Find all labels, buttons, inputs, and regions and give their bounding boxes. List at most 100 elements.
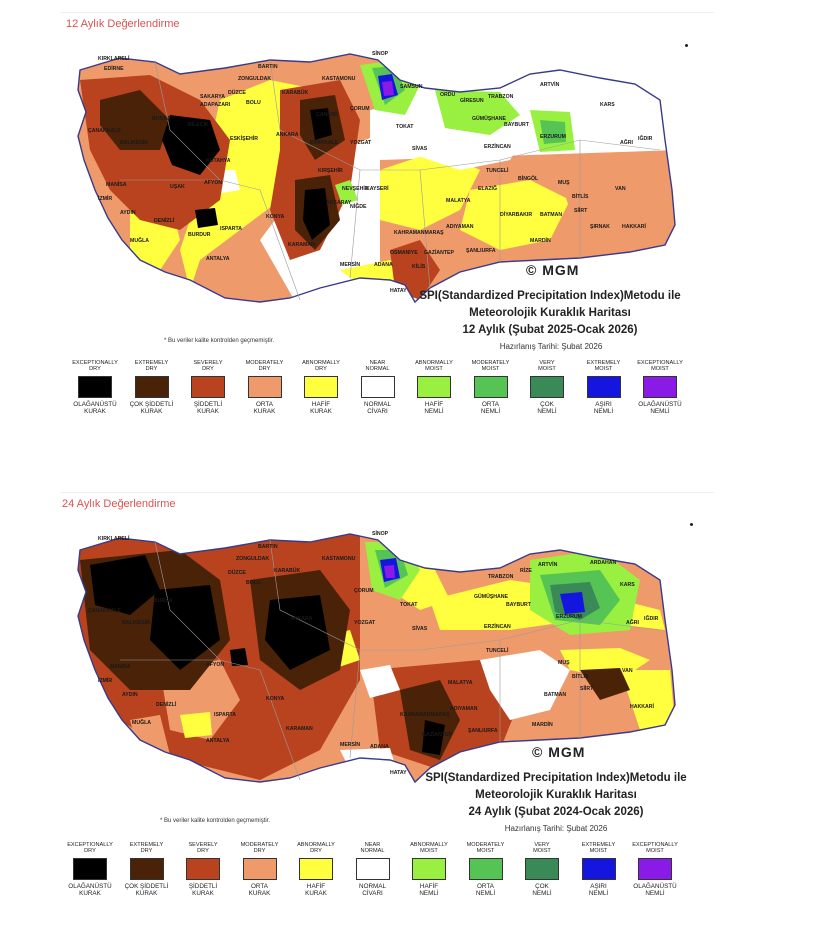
legend-item: ABNORMALLY DRY HAFİF KURAK — [284, 842, 348, 897]
legend-color-swatch — [355, 858, 390, 880]
city-label: KARAMAN — [288, 242, 315, 248]
legend-item: NEAR NORMAL NORMAL CİVARI — [341, 842, 405, 897]
legend-color-swatch — [530, 376, 564, 398]
panel-title-12-month: 12 Aylık Değerlendirme — [66, 18, 180, 30]
city-label: ADIYAMAN — [450, 706, 478, 712]
legend-class-turkish: ÇOK ŞİDDETLİ KURAK — [124, 883, 169, 897]
city-label: KİLİS — [412, 263, 426, 270]
legend-item: EXTREMELY DRY ÇOK ŞİDDETLİ KURAK — [120, 360, 184, 415]
panel-separator — [60, 492, 714, 493]
city-label: VAN — [622, 668, 633, 674]
city-label: NİĞDE — [350, 202, 367, 210]
city-label: KONYA — [266, 214, 285, 220]
city-label: BİNGÖL — [518, 175, 539, 182]
city-label: ŞANLIURFA — [468, 728, 498, 734]
city-label: MARDİN — [532, 721, 553, 728]
city-label: GAZİANTEP — [422, 731, 453, 738]
legend-item: EXCEPTIONALLY DRY OLAĞANÜSTÜ KURAK — [63, 360, 127, 415]
city-label: SİNOP — [372, 530, 389, 537]
city-label: YOZGAT — [350, 140, 372, 146]
legend-color-swatch — [129, 858, 164, 880]
legend-24-month: EXCEPTIONALLY DRY OLAĞANÜSTÜ KURAK EXTREMELY… — [60, 842, 720, 902]
legend-color-swatch — [299, 858, 333, 880]
legend-class-english: NEAR NORMAL — [365, 360, 390, 373]
legend-class-turkish: HAFİF KURAK — [305, 883, 327, 897]
panel-separator — [60, 12, 714, 13]
city-label: OSMANİYE — [390, 249, 418, 256]
city-label: KAHRAMANMARAŞ — [400, 712, 450, 718]
map-caption-line3: 24 Aylık (Şubat 2024-Ocak 2026) — [468, 806, 644, 818]
corner-dot — [685, 44, 688, 47]
city-label: AFYON — [206, 662, 224, 668]
mgm-logo: © MGM — [532, 744, 586, 760]
city-label: KAYSERİ — [366, 185, 389, 192]
prepared-date: Hazırlanış Tarihi: Şubat 2026 — [504, 824, 608, 833]
legend-color-swatch — [360, 376, 395, 398]
city-label: BURSA — [154, 598, 173, 604]
legend-class-turkish: ORTA KURAK — [253, 401, 276, 415]
city-label: KIRIKKALE — [310, 140, 339, 146]
city-label: BARTIN — [258, 544, 278, 550]
city-label: ISPARTA — [214, 712, 236, 718]
corner-dot — [690, 523, 693, 526]
legend-color-swatch — [417, 376, 451, 398]
city-label: SİVAS — [412, 145, 428, 152]
city-label: BOLU — [246, 580, 261, 586]
city-label: SİİRT — [580, 685, 594, 692]
city-label: MUŞ — [558, 180, 570, 186]
city-label: BOLU — [246, 100, 261, 106]
city-label: TUNCELİ — [486, 167, 509, 174]
legend-class-turkish: OLAĞANÜSTÜ KURAK — [73, 401, 117, 415]
legend-class-turkish: ÇOK NEMLİ — [537, 401, 557, 415]
city-label: ARTVİN — [540, 81, 560, 88]
city-label: BURSA — [152, 116, 171, 122]
legend-item: VERY MOIST ÇOK NEMLİ — [515, 360, 579, 415]
city-label: MERSİN — [340, 261, 360, 268]
legend-color-swatch — [412, 858, 446, 880]
quality-note: * Bu veriler kalite kontrolden geçmemişt… — [160, 818, 271, 824]
city-label: MARDİN — [530, 237, 551, 244]
legend-item: EXTREMELY MOIST AŞIRI NEMLİ — [572, 360, 636, 415]
legend-item: NEAR NORMAL NORMAL CİVARI — [346, 360, 410, 415]
legend-item: MODERATELY MOIST ORTA NEMLİ — [459, 360, 523, 415]
city-label: ARDAHAN — [590, 560, 616, 566]
legend-item: EXCEPTIONALLY DRY OLAĞANÜSTÜ KURAK — [58, 842, 122, 897]
city-label: ERZURUM — [556, 614, 582, 620]
city-label: ŞANLIURFA — [466, 248, 496, 254]
city-label: ZONGULDAK — [238, 76, 271, 82]
city-label: GAZİANTEP — [424, 249, 455, 256]
legend-class-english: EXTREMELY MOIST — [586, 360, 621, 373]
city-label: MALATYA — [448, 680, 473, 686]
city-label: AYDIN — [120, 210, 136, 216]
legend-class-english: EXCEPTIONALLY MOIST — [637, 360, 683, 373]
city-label: SİVAS — [412, 625, 428, 632]
city-label: SAKARYA — [200, 94, 225, 100]
legend-class-english: VERY MOIST — [538, 360, 556, 373]
legend-item: ABNORMALLY MOIST HAFİF NEMLİ — [397, 842, 461, 897]
city-label: ZONGULDAK — [236, 556, 269, 562]
legend-item: EXTREMELY DRY ÇOK ŞİDDETLİ KURAK — [115, 842, 179, 897]
city-label: BİLECİK — [188, 121, 209, 128]
city-label: MUĞLA — [132, 718, 151, 726]
city-label: AFYON — [204, 180, 222, 186]
drought-map-24-month: KIRKLARELİ BARTIN ZONGULDAK KARABÜK KAST… — [77, 530, 676, 784]
city-label: ISPARTA — [220, 226, 242, 232]
legend-class-english: MODERATELY MOIST — [471, 360, 510, 373]
legend-class-turkish: HAFİF KURAK — [310, 401, 332, 415]
legend-color-swatch — [73, 858, 107, 880]
city-label: KARS — [620, 582, 635, 588]
city-label: SİİRT — [574, 207, 588, 214]
city-label: SAMSUN — [400, 84, 423, 90]
legend-class-turkish: OLAĞANÜSTÜ NEMLİ — [633, 883, 677, 897]
legend-class-english: EXTREMELY MOIST — [581, 842, 616, 855]
city-label: KASTAMONU — [322, 76, 356, 82]
city-label: ADANA — [370, 744, 389, 750]
city-label: ESKİŞEHİR — [230, 135, 258, 142]
legend-class-turkish: AŞIRI NEMLİ — [593, 401, 614, 415]
city-label: IĞDIR — [638, 134, 653, 142]
city-label: BALIKESİR — [120, 139, 148, 146]
city-label: ANKARA — [290, 616, 313, 622]
city-label: TOKAT — [396, 124, 414, 130]
city-label: YOZGAT — [354, 620, 376, 626]
legend-color-swatch — [468, 858, 503, 880]
